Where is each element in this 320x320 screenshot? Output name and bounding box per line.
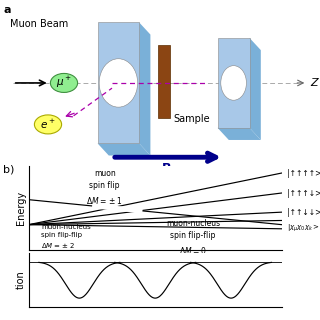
Text: |↑↑↓↓>: |↑↑↓↓> [287, 208, 320, 217]
Ellipse shape [99, 59, 138, 107]
Text: muon-nucleus
spin flip-flip
$\Delta M = \pm2$: muon-nucleus spin flip-flip $\Delta M = … [42, 224, 91, 250]
Polygon shape [139, 22, 150, 156]
Text: Sample: Sample [174, 114, 210, 124]
Ellipse shape [51, 73, 77, 92]
Text: Z: Z [310, 78, 318, 88]
Text: |↑↑↑↓>: |↑↑↑↓> [287, 188, 320, 197]
Y-axis label: Energy: Energy [16, 191, 26, 225]
Text: |↑↑↑↑>: |↑↑↑↑> [287, 169, 320, 178]
Polygon shape [98, 22, 139, 143]
Text: muon-nucleus
spin flip-flip
$\Delta M = 0$: muon-nucleus spin flip-flip $\Delta M = … [166, 219, 220, 256]
Text: a: a [4, 5, 11, 15]
Polygon shape [98, 143, 150, 156]
Polygon shape [218, 38, 250, 128]
Text: b): b) [3, 165, 15, 175]
Text: muon
spin flip
$\Delta M = \pm1$: muon spin flip $\Delta M = \pm1$ [86, 169, 123, 206]
Ellipse shape [35, 115, 61, 134]
Text: $\mu^+$: $\mu^+$ [56, 76, 72, 91]
Polygon shape [218, 128, 261, 140]
Ellipse shape [221, 66, 246, 100]
Polygon shape [250, 38, 261, 140]
Text: $|\chi_\mu\chi_0\chi_k>$: $|\chi_\mu\chi_0\chi_k>$ [287, 223, 320, 235]
Y-axis label: tion: tion [16, 271, 26, 289]
Polygon shape [158, 45, 170, 117]
Text: $e^+$: $e^+$ [40, 118, 56, 131]
Text: $\mathbf{B}$: $\mathbf{B}$ [161, 162, 172, 175]
Text: Muon Beam: Muon Beam [10, 19, 68, 29]
